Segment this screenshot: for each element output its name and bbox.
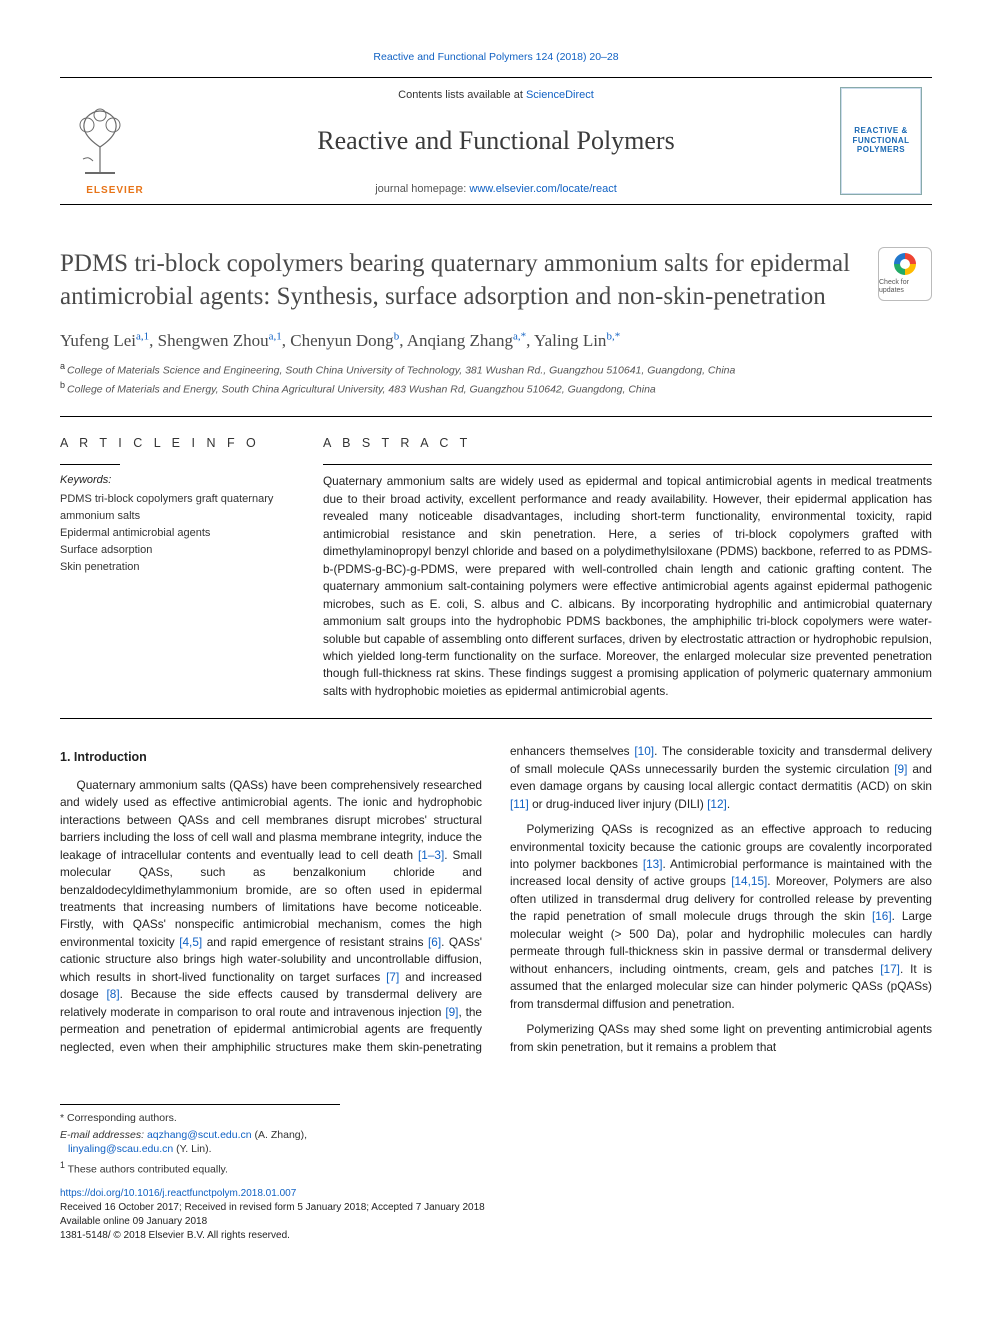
- divider: [60, 416, 932, 417]
- author-list: Yufeng Leia,1, Shengwen Zhoua,1, Chenyun…: [60, 329, 932, 353]
- citation-link[interactable]: [10]: [634, 744, 654, 758]
- citation-link[interactable]: [11]: [510, 797, 529, 811]
- affiliation-label: a: [60, 361, 65, 371]
- affiliation-text: College of Materials and Energy, South C…: [67, 384, 656, 396]
- citation-link[interactable]: [6]: [428, 935, 441, 949]
- affiliations: aCollege of Materials Science and Engine…: [60, 360, 932, 397]
- author-aff-sup: a,1: [136, 330, 149, 342]
- keywords-label: Keywords:: [60, 473, 295, 488]
- contents-available: Contents lists available at ScienceDirec…: [180, 88, 812, 103]
- publication-info: https://doi.org/10.1016/j.reactfunctpoly…: [60, 1187, 932, 1243]
- keywords-list: PDMS tri-block copolymers graft quaterna…: [60, 491, 295, 576]
- page-root: Reactive and Functional Polymers 124 (20…: [0, 0, 992, 1283]
- email-link[interactable]: aqzhang@scut.edu.cn: [147, 1129, 252, 1141]
- sciencedirect-link[interactable]: ScienceDirect: [526, 89, 594, 101]
- copyright-line: 1381-5148/ © 2018 Elsevier B.V. All righ…: [60, 1229, 932, 1243]
- affiliation-row: bCollege of Materials and Energy, South …: [60, 379, 932, 398]
- keyword: PDMS tri-block copolymers graft quaterna…: [60, 491, 295, 525]
- corresponding-note: * Corresponding authors.: [60, 1111, 340, 1126]
- citation-link[interactable]: [1–3]: [418, 848, 444, 862]
- publisher-logo-block: ELSEVIER: [60, 78, 170, 204]
- elsevier-tree-icon: [65, 107, 135, 177]
- citation-link[interactable]: [7]: [386, 970, 399, 984]
- elsevier-logo: ELSEVIER: [65, 107, 165, 198]
- article-title: PDMS tri-block copolymers bearing quater…: [60, 247, 878, 313]
- author-aff-sup: b,*: [606, 330, 620, 342]
- citation-link[interactable]: [12]: [707, 797, 727, 811]
- citation-link[interactable]: [8]: [107, 987, 120, 1001]
- info-abstract-row: A R T I C L E I N F O Keywords: PDMS tri…: [60, 435, 932, 700]
- keyword: Epidermal antimicrobial agents: [60, 525, 295, 542]
- available-online: Available online 09 January 2018: [60, 1215, 932, 1229]
- journal-header: ELSEVIER Contents lists available at Sci…: [60, 77, 932, 205]
- abstract-column: A B S T R A C T Quaternary ammonium salt…: [323, 435, 932, 700]
- divider: [60, 718, 932, 719]
- citation-link[interactable]: [9]: [445, 1005, 458, 1019]
- citation-link[interactable]: [16]: [872, 909, 892, 923]
- citation-link[interactable]: [4,5]: [179, 935, 202, 949]
- body-columns: 1. Introduction Quaternary ammonium salt…: [60, 743, 932, 1060]
- contents-prefix: Contents lists available at: [398, 89, 526, 101]
- citation-link[interactable]: [9]: [894, 762, 907, 776]
- cover-line-1: REACTIVE &: [854, 126, 907, 136]
- affiliation-label: b: [60, 380, 65, 390]
- author-aff-sup: a,1: [269, 330, 282, 342]
- equal-contrib-note: 1 These authors contributed equally.: [60, 1159, 340, 1177]
- email-link[interactable]: linyaling@scau.edu.cn: [68, 1143, 173, 1155]
- homepage-prefix: journal homepage:: [375, 183, 469, 195]
- author: Chenyun Dongb: [290, 331, 399, 350]
- author: Anqiang Zhanga,*: [407, 331, 526, 350]
- title-row: PDMS tri-block copolymers bearing quater…: [60, 247, 932, 313]
- author: Shengwen Zhoua,1: [158, 331, 282, 350]
- abstract-text: Quaternary ammonium salts are widely use…: [323, 473, 932, 700]
- journal-homepage: journal homepage: www.elsevier.com/locat…: [180, 182, 812, 197]
- keyword: Surface adsorption: [60, 542, 295, 559]
- header-center: Contents lists available at ScienceDirec…: [170, 78, 822, 204]
- article-info-heading: A R T I C L E I N F O: [60, 435, 295, 453]
- email-note: E-mail addresses: aqzhang@scut.edu.cn (A…: [60, 1128, 340, 1157]
- doi-link[interactable]: https://doi.org/10.1016/j.reactfunctpoly…: [60, 1188, 296, 1199]
- author-aff-sup: a,*: [513, 330, 526, 342]
- citation-link[interactable]: [14,15]: [731, 874, 767, 888]
- keyword: Skin penetration: [60, 559, 295, 576]
- citation-link[interactable]: [13]: [643, 857, 663, 871]
- journal-title: Reactive and Functional Polymers: [180, 123, 812, 159]
- body-paragraph: Polymerizing QASs is recognized as an ef…: [510, 821, 932, 1013]
- abstract-heading: A B S T R A C T: [323, 435, 932, 453]
- running-head-link[interactable]: Reactive and Functional Polymers 124 (20…: [373, 51, 618, 63]
- citation-link[interactable]: [17]: [880, 962, 900, 976]
- affiliation-text: College of Materials Science and Enginee…: [67, 365, 735, 377]
- author-aff-sup: b: [394, 330, 400, 342]
- short-rule: [60, 464, 120, 465]
- cover-line-2: FUNCTIONAL: [853, 136, 910, 146]
- footnotes: * Corresponding authors. E-mail addresse…: [60, 1104, 340, 1177]
- crossmark-icon: [894, 253, 916, 275]
- received-dates: Received 16 October 2017; Received in re…: [60, 1201, 932, 1215]
- abstract-rule: [323, 464, 932, 465]
- check-updates-label: Check for updates: [879, 279, 931, 294]
- article-info-column: A R T I C L E I N F O Keywords: PDMS tri…: [60, 435, 295, 700]
- running-head: Reactive and Functional Polymers 124 (20…: [60, 50, 932, 65]
- author: Yaling Linb,*: [534, 331, 620, 350]
- journal-cover-icon: REACTIVE & FUNCTIONAL POLYMERS: [840, 87, 922, 195]
- cover-thumbnail-block: REACTIVE & FUNCTIONAL POLYMERS: [822, 78, 932, 204]
- section-heading: 1. Introduction: [60, 749, 482, 767]
- cover-line-3: POLYMERS: [857, 145, 905, 155]
- affiliation-row: aCollege of Materials Science and Engine…: [60, 360, 932, 379]
- publisher-name: ELSEVIER: [65, 184, 165, 198]
- homepage-link[interactable]: www.elsevier.com/locate/react: [469, 183, 616, 195]
- author: Yufeng Leia,1: [60, 331, 149, 350]
- body-paragraph: Polymerizing QASs may shed some light on…: [510, 1021, 932, 1056]
- check-updates-badge[interactable]: Check for updates: [878, 247, 932, 301]
